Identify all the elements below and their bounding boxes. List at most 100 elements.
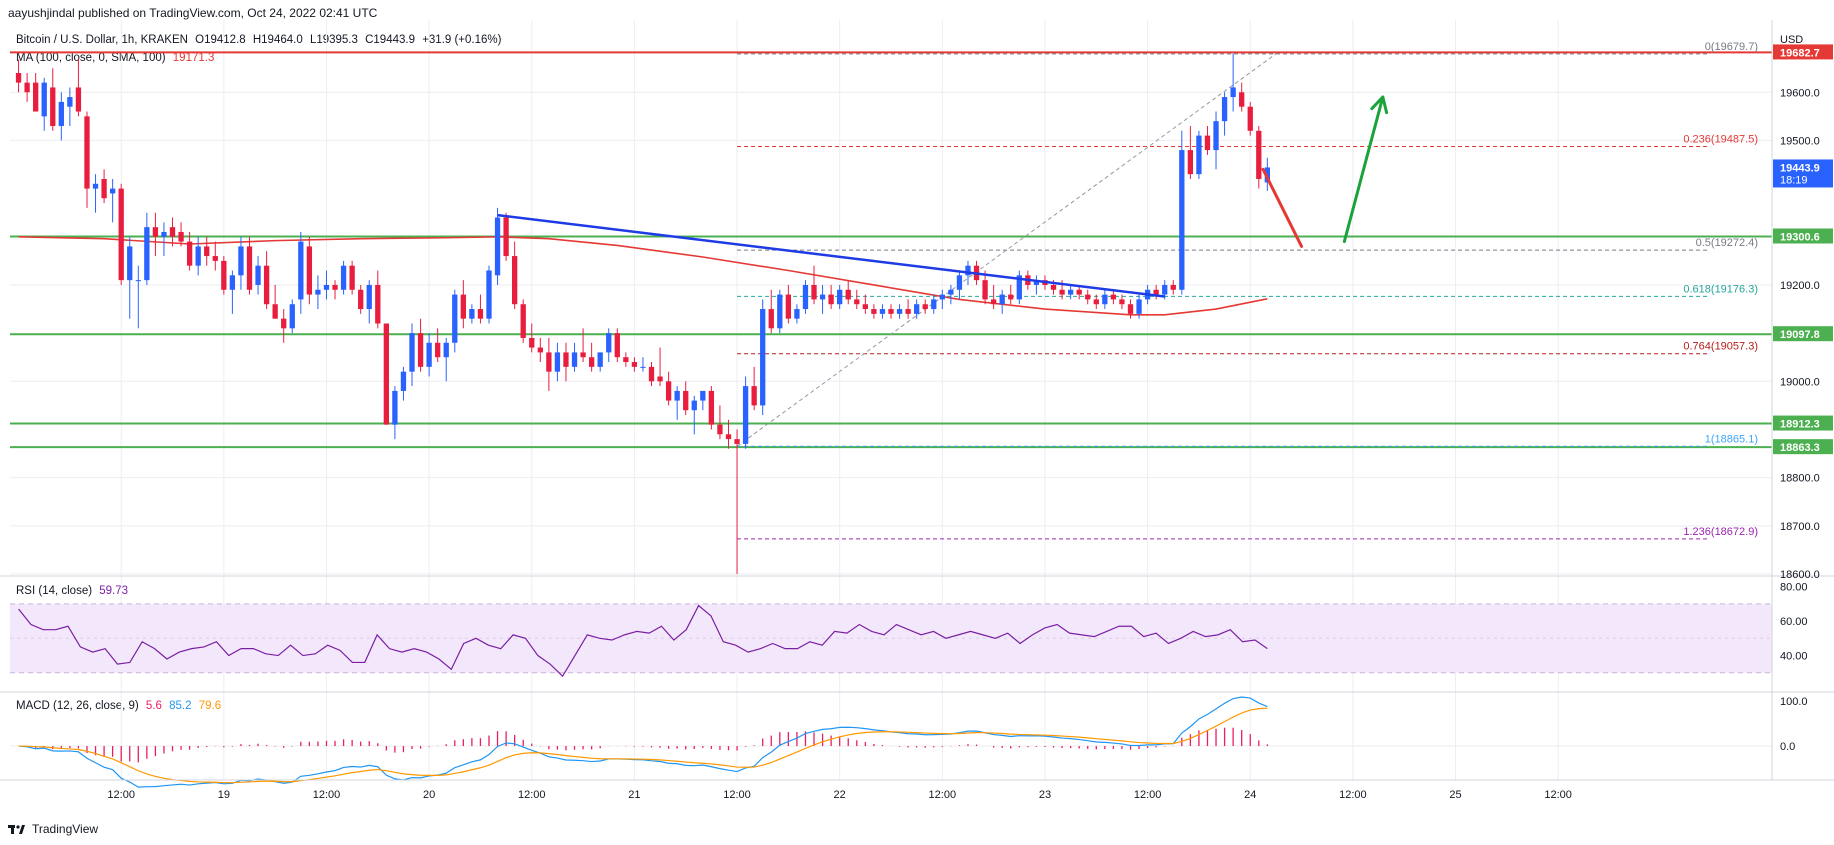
ma-label: MA (100, close, 0, SMA, 100) (16, 52, 166, 64)
candle-up (67, 97, 73, 107)
candle-up (760, 309, 766, 406)
fib-level-label: 0.618(19176.3) (1683, 283, 1758, 295)
candle-down (272, 304, 278, 319)
candle-up (400, 371, 407, 391)
candle-down (50, 87, 56, 126)
candle-down (520, 304, 526, 338)
candle-up (896, 309, 903, 314)
rsi-band-fill (10, 603, 1772, 673)
candle-up (195, 246, 201, 266)
time-tick-label: 22 (834, 789, 846, 801)
rsi-line (18, 604, 1268, 678)
candle-down (1110, 294, 1117, 300)
time-tick-label: 12:00 (723, 789, 751, 801)
candle-up (802, 284, 809, 310)
time-tick-label: 21 (628, 789, 640, 801)
candle-up (691, 400, 697, 411)
ohlc-low: L19395.3 (309, 34, 358, 46)
candle-up (700, 390, 706, 401)
time-tick-label: 12:00 (1544, 789, 1572, 801)
price-tick-label: 19200.0 (1780, 280, 1820, 292)
candle-down (1085, 294, 1091, 300)
candle-down (33, 82, 39, 112)
fib-level-label: 0.5(19272.4) (1696, 237, 1758, 249)
candle-down (1050, 284, 1057, 290)
candle-up (674, 390, 680, 401)
price-badge (1773, 326, 1833, 342)
candle-down (990, 299, 997, 305)
candle-up (640, 366, 646, 368)
price-tick-label: 18800.0 (1780, 473, 1820, 485)
candle-down (1187, 150, 1194, 175)
time-tick-label: 20 (423, 789, 435, 801)
candle-down (1119, 299, 1125, 305)
candle-up (554, 352, 561, 372)
time-tick-label: 12:00 (518, 789, 546, 801)
candle-up (443, 342, 449, 358)
candle-up (879, 309, 886, 314)
ma-100-polyline (18, 235, 1268, 316)
candle-up (1033, 280, 1040, 285)
candle-down (1256, 130, 1262, 179)
candle-down (1239, 92, 1245, 107)
candle-down (511, 256, 518, 305)
price-badge-label: 19300.6 (1780, 231, 1820, 243)
candle-down (1076, 289, 1082, 295)
candle-down (905, 309, 911, 314)
rsi-band (10, 603, 1772, 674)
candle-up (469, 309, 475, 319)
candle-down (785, 294, 792, 319)
descending-trend-line (497, 213, 1165, 298)
candle-up (161, 231, 167, 237)
candle-down (1093, 299, 1099, 305)
candle-up (597, 352, 603, 367)
candle-up (1067, 289, 1074, 295)
macd-signal-line (18, 707, 1268, 784)
candle-down (734, 439, 740, 444)
price-tick-label: 19500.0 (1780, 135, 1820, 147)
candle-up (571, 352, 578, 367)
candle-down (263, 265, 270, 305)
candle-up (777, 294, 783, 329)
candle-down (101, 178, 107, 199)
candle-up (298, 241, 304, 300)
candle-down (725, 434, 732, 440)
trend-line (497, 213, 1165, 298)
candle-up (315, 289, 321, 295)
price-tick-label: 19600.0 (1780, 87, 1820, 99)
candle-down (349, 265, 355, 290)
candle-down (246, 246, 253, 290)
macd-panel (10, 696, 1772, 788)
candle-up (92, 183, 99, 189)
candle-up (109, 188, 116, 194)
ma-100-line (18, 235, 1268, 316)
candle-up (819, 294, 826, 300)
candle-down (588, 357, 595, 367)
candle-down (828, 294, 834, 305)
candle-down (1170, 284, 1176, 290)
candle-down (665, 381, 672, 401)
symbol-name: Bitcoin / U.S. Dollar, 1h, KRAKEN (16, 34, 188, 46)
candle-up (144, 227, 150, 281)
candle-down (888, 309, 894, 314)
candle-down (811, 284, 817, 300)
fib-anchor-line (736, 53, 1277, 447)
time-tick-label: 24 (1244, 789, 1256, 801)
candle-down (306, 246, 313, 295)
branding-name: TradingView (32, 822, 99, 836)
time-tick-label: 25 (1449, 789, 1461, 801)
macd-tick-label: 0.0 (1780, 741, 1795, 753)
candle-up (1102, 294, 1108, 305)
candle-up (965, 265, 971, 276)
candle-up (409, 333, 415, 372)
macd-tick-label: 100.0 (1780, 696, 1808, 708)
candle-down (1204, 135, 1211, 151)
fib-level-label: 0(19679.7) (1705, 41, 1758, 53)
rsi-tick-label: 60.00 (1780, 616, 1808, 628)
fib-level-label: 0.764(19057.3) (1683, 341, 1758, 353)
candle-down (435, 342, 441, 358)
candle-down (383, 323, 390, 425)
candle-down (648, 366, 655, 382)
candle-down (169, 227, 176, 237)
